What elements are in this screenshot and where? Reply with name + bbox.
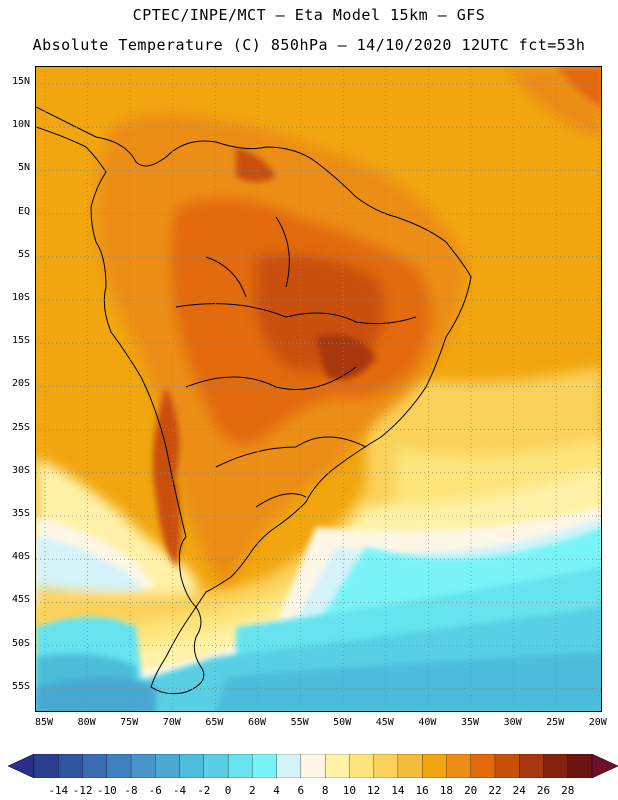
latitude-label: 30S: [11, 464, 30, 476]
colorbar-swatch: [349, 754, 375, 778]
latitude-label: 50S: [11, 637, 30, 649]
longitude-label: 55W: [290, 717, 309, 728]
colorbar-tick-label: 4: [273, 784, 280, 797]
colorbar-swatch: [422, 754, 447, 778]
colorbar-tick-label: -10: [96, 784, 117, 797]
longitude-label: 70W: [162, 717, 181, 728]
border-6: [205, 256, 247, 298]
colorbar-min-arrow: [8, 754, 35, 778]
longitude-label: 65W: [205, 717, 224, 728]
colorbar-tick-label: 28: [561, 784, 575, 797]
colorbar-tick-label: 10: [342, 784, 357, 797]
longitude-label: 35W: [460, 717, 480, 728]
colorbar-swatch: [373, 754, 399, 778]
colorbar-tick-label: 18: [439, 784, 454, 797]
gridlines: [36, 67, 601, 711]
chart-title-line-1: CPTEC/INPE/MCT – Eta Model 15km – GFS: [132, 6, 486, 24]
colorbar-swatch: [324, 754, 350, 778]
latitude-label: 55S: [11, 680, 30, 692]
border-1: [175, 303, 417, 325]
colorbar-tick-label: 20: [464, 784, 478, 797]
latitude-label: 45S: [11, 594, 30, 606]
latitude-label: 15S: [11, 335, 30, 347]
colorbar-swatch: [227, 754, 253, 778]
field-northeast-hot: [556, 67, 601, 107]
latitude-label: 15N: [11, 76, 30, 87]
colorbar-tick-label: 12: [367, 784, 381, 797]
colorbar-tick-label: -2: [197, 784, 211, 797]
colorbar: [8, 754, 618, 778]
colorbar-tick-label: 14: [391, 784, 405, 797]
longitude-label: 80W: [77, 717, 96, 728]
latitude-label: 5S: [17, 248, 30, 260]
longitude-label: 75W: [120, 717, 139, 728]
colorbar-swatch: [543, 754, 569, 778]
field-andes-warm: [152, 387, 181, 567]
colorbar-swatch: [252, 754, 278, 778]
colorbar-swatch: [446, 754, 472, 778]
latitude-label: 25S: [11, 421, 30, 433]
colorbar-tick-label: -8: [124, 784, 138, 797]
longitude-label: 20W: [588, 717, 607, 728]
latitude-label: 10N: [11, 119, 30, 131]
longitude-label: 40W: [418, 717, 437, 728]
map-canvas: [36, 67, 601, 711]
coastlines: [36, 106, 472, 695]
colorbar-tick-label: 22: [488, 784, 502, 797]
longitude-label: 25W: [546, 717, 565, 728]
border-3: [215, 436, 367, 468]
colorbar-tick-label: -6: [148, 784, 162, 797]
continent-outline: [36, 106, 472, 695]
colorbar-swatch: [106, 754, 132, 778]
latitude-label: EQ: [17, 205, 30, 217]
colorbar-tick-label: -12: [72, 784, 93, 797]
colorbar-swatch: [300, 754, 326, 778]
colorbar-tick-label: 6: [297, 784, 305, 797]
colorbar-swatch: [397, 754, 423, 778]
colorbar-swatch: [155, 754, 181, 778]
border-2: [185, 366, 357, 390]
longitude-label: 60W: [247, 717, 267, 728]
field-south-blue-2: [216, 652, 601, 711]
latitude-label: 35S: [11, 508, 30, 519]
colorbar-tick-label: 24: [512, 784, 526, 797]
temperature-map: [35, 66, 602, 712]
latitude-label: 40S: [11, 551, 30, 563]
field-west-ocean-pale: [36, 537, 146, 597]
colorbar-swatch: [203, 754, 229, 778]
colorbar-tick-label: 0: [224, 784, 232, 797]
colorbar-swatch: [179, 754, 205, 778]
colorbar-swatch: [276, 754, 302, 778]
longitude-label: 30W: [503, 717, 522, 728]
longitude-label: 45W: [375, 717, 394, 728]
colorbar-tick-label: 2: [249, 784, 256, 797]
colorbar-swatch: [519, 754, 544, 778]
colorbar-swatch: [130, 754, 156, 778]
chart-title-line-2: Absolute Temperature (C) 850hPa – 14/10/…: [32, 36, 586, 54]
border-4: [255, 493, 307, 508]
colorbar-swatch: [567, 754, 593, 778]
latitude-label: 5N: [17, 162, 30, 174]
colorbar-tick-label: -14: [48, 784, 69, 797]
colorbar-swatch: [494, 754, 520, 778]
field-venezuela-warm: [236, 147, 276, 182]
colorbar-swatch: [58, 754, 83, 778]
longitude-label: 50W: [333, 717, 352, 728]
latitude-label: 20S: [11, 378, 30, 390]
latitude-label: 10S: [11, 292, 30, 303]
field-southwest-blue-2: [36, 677, 156, 711]
colorbar-tick-label: 26: [536, 784, 551, 797]
field-continent-28c: [316, 334, 376, 380]
colorbar-tick-label: -4: [172, 784, 187, 797]
colorbar-swatch: [82, 754, 108, 778]
longitude-label: 85W: [34, 717, 54, 728]
colorbar-swatch: [33, 754, 59, 778]
colorbar-tick-label: 8: [321, 784, 329, 797]
colorbar-tick-label: 16: [415, 784, 429, 797]
colorbar-swatch: [470, 754, 496, 778]
colorbar-max-arrow: [591, 754, 618, 778]
border-5: [275, 216, 290, 288]
